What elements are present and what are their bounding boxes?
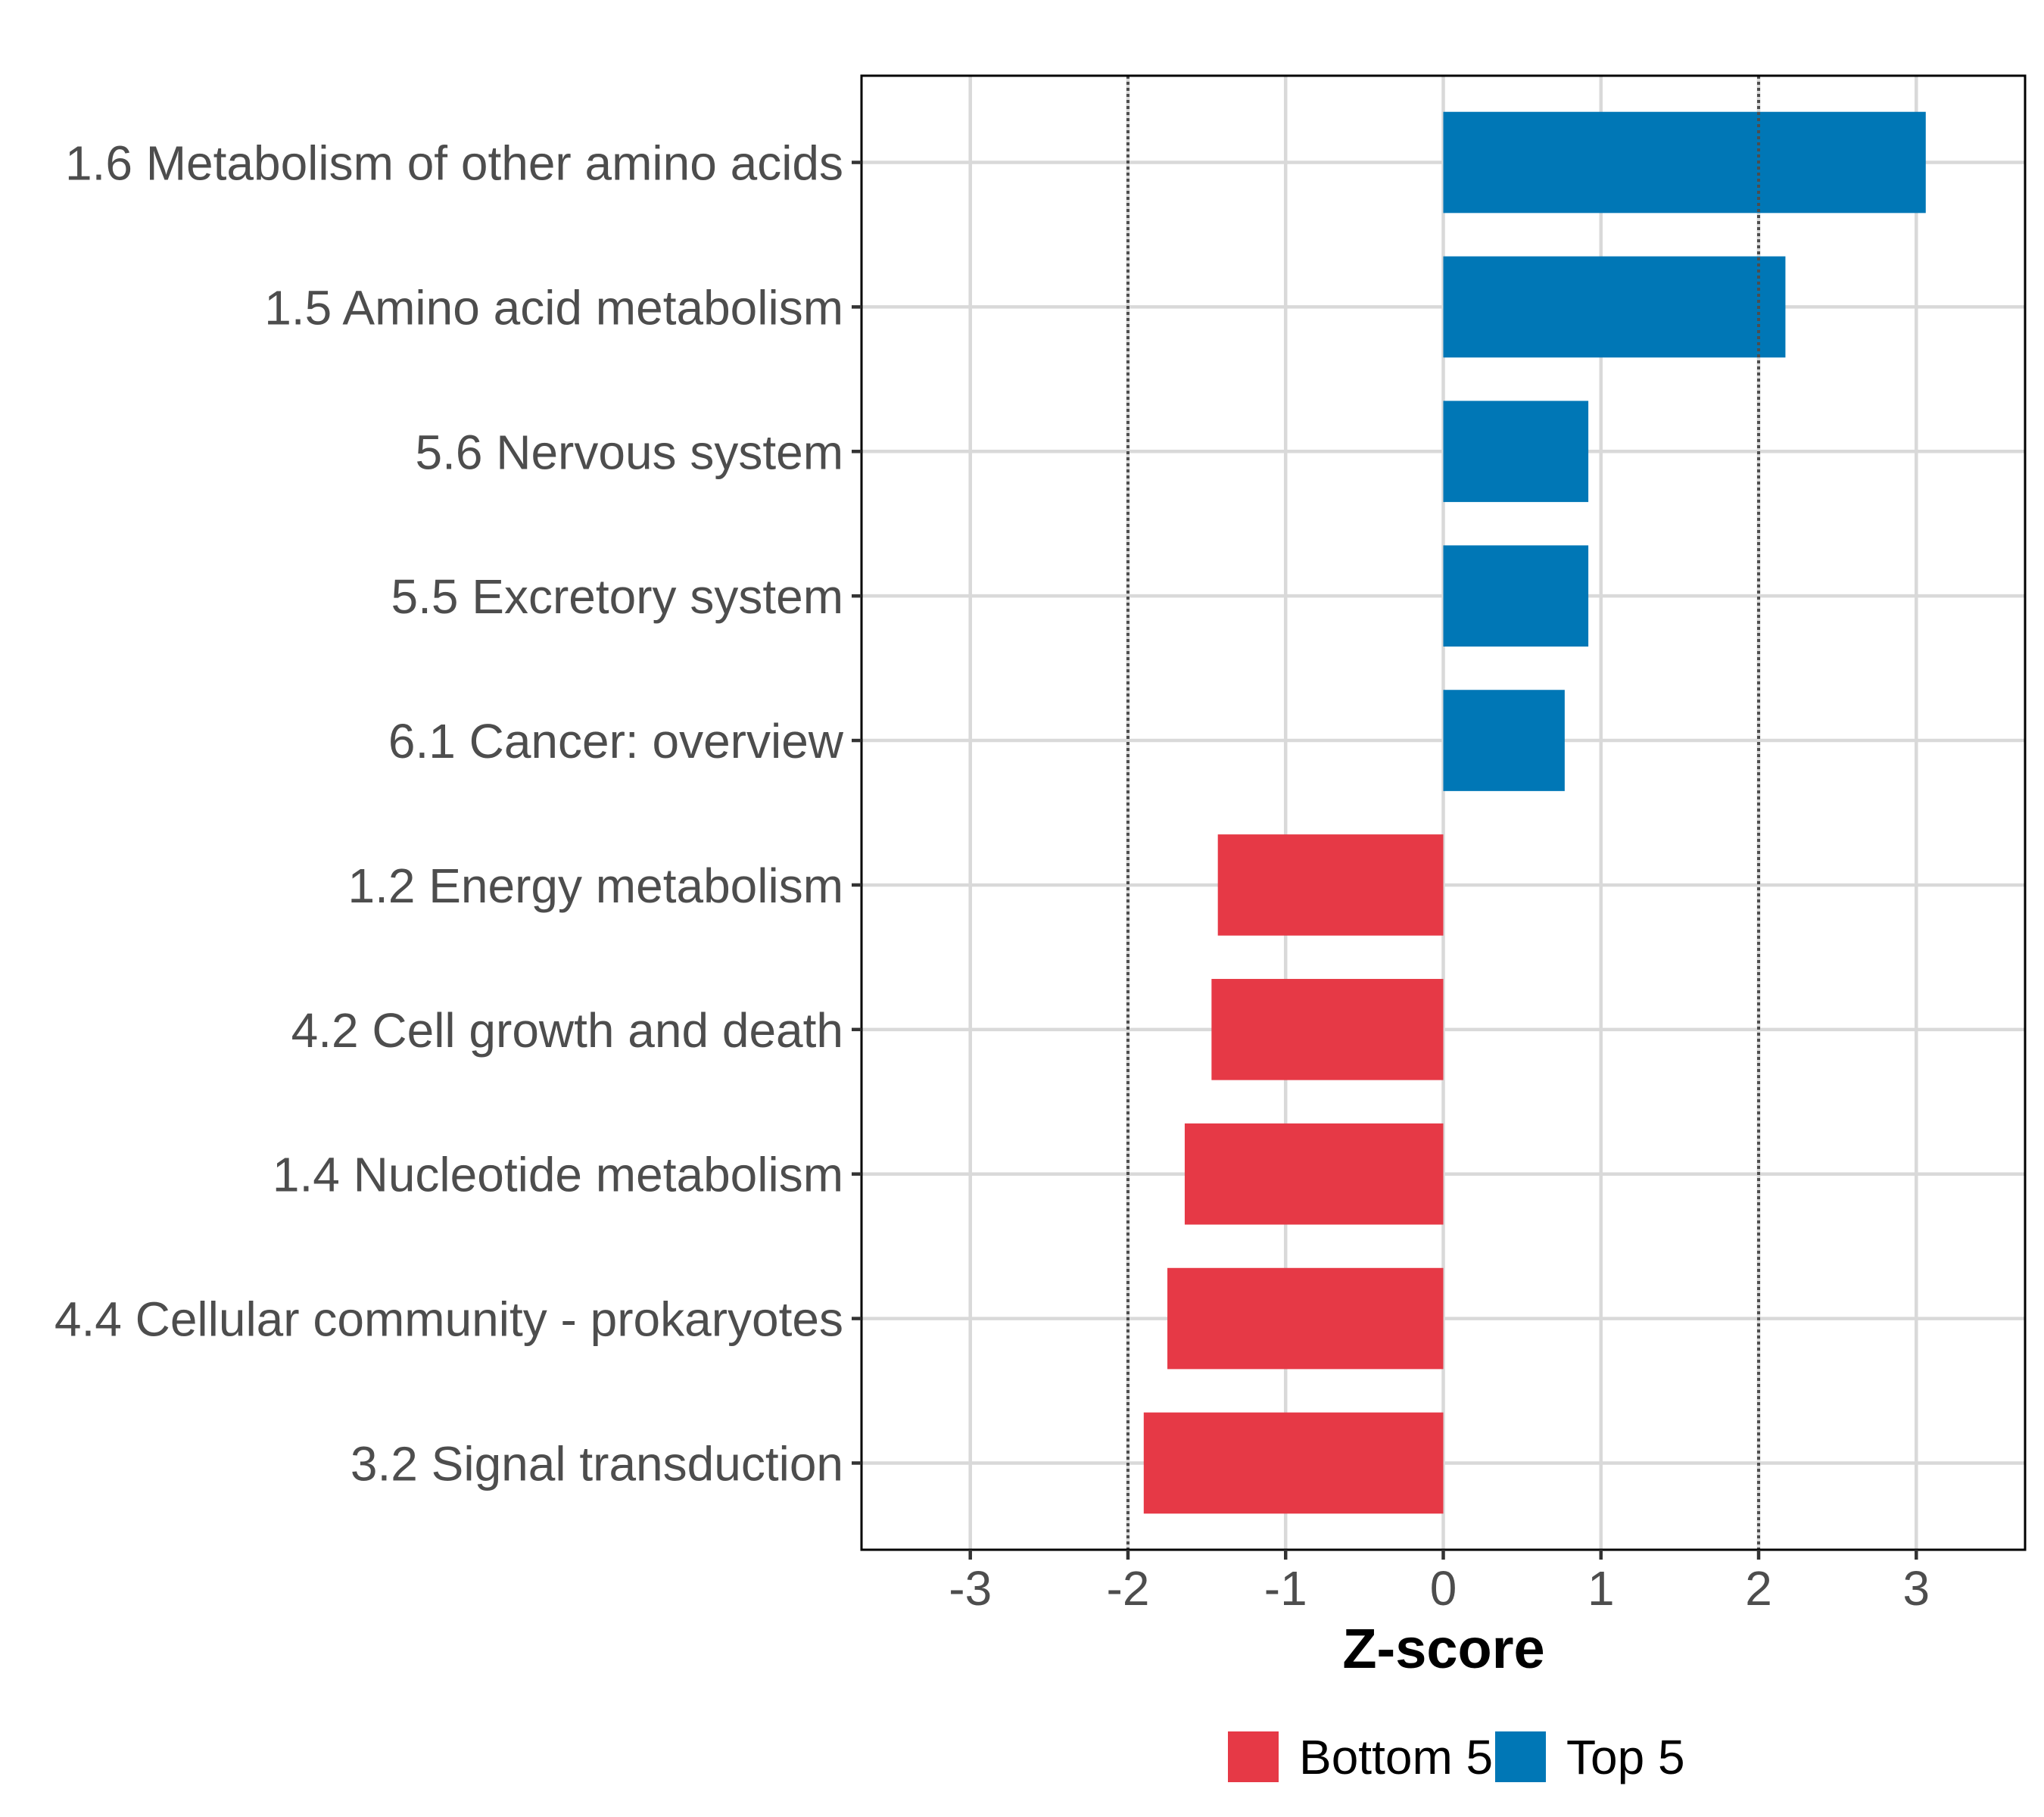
x-axis-ticks: [968, 1550, 1918, 1560]
y-tick-label: 4.4 Cellular community - prokaryotes: [55, 1292, 843, 1347]
bar: [1143, 1412, 1444, 1514]
bars: [1143, 111, 1926, 1514]
y-tick-label: 1.6 Metabolism of other amino acids: [65, 136, 843, 191]
y-tick-label: 4.2 Cell growth and death: [291, 1003, 843, 1058]
legend: Bottom 5 Top 5: [1228, 1730, 1685, 1784]
x-axis-labels: -3 -2 -1 0 1 2 3: [949, 1561, 1930, 1616]
y-tick-label: 6.1 Cancer: overview: [388, 714, 844, 768]
bar: [1211, 979, 1444, 1080]
y-tick-label: 1.2 Energy metabolism: [347, 859, 843, 913]
x-tick-label: 1: [1588, 1561, 1615, 1616]
bar: [1443, 400, 1589, 503]
y-axis-labels: 1.6 Metabolism of other amino acids 1.5 A…: [55, 136, 844, 1491]
x-tick-label: 0: [1430, 1561, 1457, 1616]
bar: [1167, 1267, 1444, 1370]
x-tick-label: -3: [949, 1561, 992, 1616]
x-axis-title: Z-score: [1342, 1617, 1544, 1680]
legend-label: Bottom 5: [1299, 1730, 1493, 1784]
y-tick-label: 1.5 Amino acid metabolism: [264, 280, 843, 335]
y-tick-label: 1.4 Nucleotide metabolism: [273, 1148, 843, 1202]
bar: [1443, 545, 1589, 647]
bar: [1443, 690, 1565, 791]
legend-key-top-5: [1495, 1731, 1546, 1782]
y-tick-label: 5.6 Nervous system: [415, 425, 843, 479]
y-axis-ticks: [852, 161, 862, 1465]
y-tick-label: 3.2 Signal transduction: [351, 1436, 843, 1491]
x-tick-label: 3: [1902, 1561, 1930, 1616]
x-tick-label: -1: [1264, 1561, 1307, 1616]
bar: [1184, 1123, 1444, 1225]
y-tick-label: 5.5 Excretory system: [391, 569, 844, 624]
bar: [1443, 111, 1926, 213]
legend-key-bottom-5: [1228, 1731, 1279, 1782]
bar: [1217, 834, 1444, 936]
bar: [1443, 256, 1786, 358]
x-tick-label: -2: [1107, 1561, 1150, 1616]
x-tick-label: 2: [1745, 1561, 1772, 1616]
legend-label: Top 5: [1566, 1730, 1685, 1784]
